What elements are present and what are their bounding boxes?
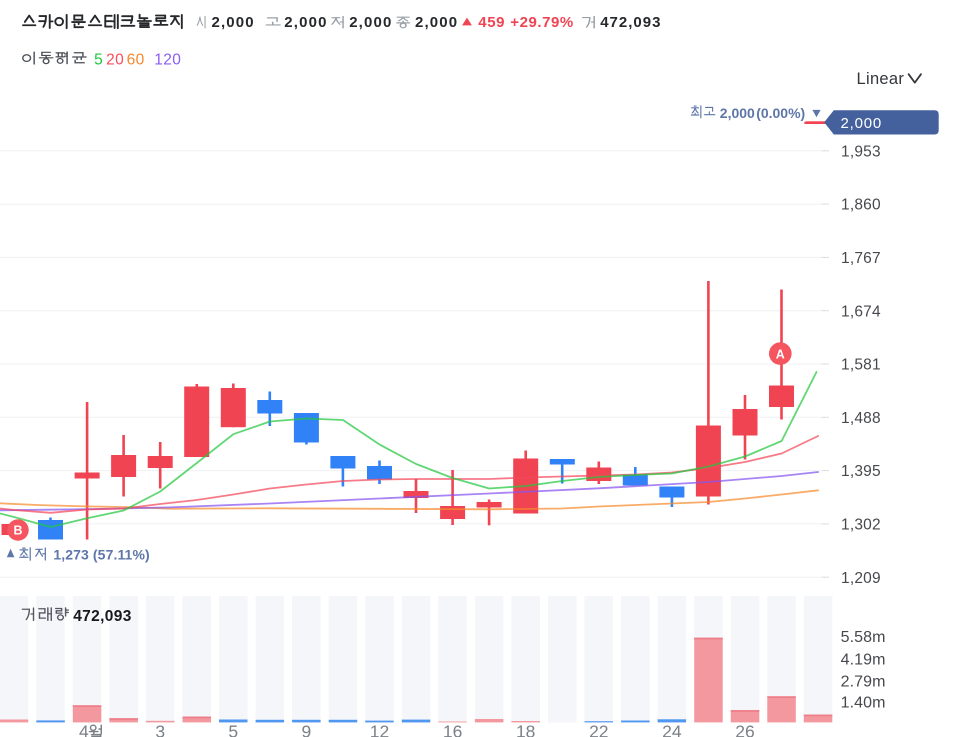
svg-text:1,395: 1,395 xyxy=(841,463,881,480)
svg-text:Linear: Linear xyxy=(857,70,905,88)
svg-text:2,000: 2,000 xyxy=(720,105,755,121)
svg-text:18: 18 xyxy=(516,721,535,737)
svg-text:2,000: 2,000 xyxy=(415,14,458,31)
svg-text:4: 4 xyxy=(79,721,89,737)
svg-text:2,000: 2,000 xyxy=(284,14,327,31)
svg-text:1,953: 1,953 xyxy=(841,143,881,160)
svg-text:5.58m: 5.58m xyxy=(841,629,886,646)
svg-text:1,209: 1,209 xyxy=(841,570,881,587)
svg-text:3: 3 xyxy=(155,721,165,737)
svg-text:B: B xyxy=(13,524,22,538)
svg-text:60: 60 xyxy=(127,52,145,69)
svg-text:2,000: 2,000 xyxy=(212,14,255,31)
svg-text:1.40m: 1.40m xyxy=(841,695,886,712)
svg-text:4.19m: 4.19m xyxy=(841,651,886,668)
svg-text:5: 5 xyxy=(94,52,103,69)
svg-text:1,860: 1,860 xyxy=(841,197,881,214)
svg-text:2.79m: 2.79m xyxy=(841,673,886,690)
svg-text:1,581: 1,581 xyxy=(841,357,881,374)
svg-text:472,093: 472,093 xyxy=(600,14,661,31)
svg-text:1,488: 1,488 xyxy=(841,410,881,427)
svg-text:12: 12 xyxy=(370,721,389,737)
svg-text:1,767: 1,767 xyxy=(841,250,881,267)
svg-text:1,302: 1,302 xyxy=(841,517,881,534)
svg-text:16: 16 xyxy=(443,721,462,737)
svg-text:24: 24 xyxy=(662,721,682,737)
svg-text:22: 22 xyxy=(589,721,608,737)
svg-text:(0.00%): (0.00%) xyxy=(756,105,805,121)
svg-text:1,674: 1,674 xyxy=(841,303,881,320)
svg-text:120: 120 xyxy=(154,52,181,69)
svg-text:459: 459 xyxy=(478,14,505,31)
svg-text:20: 20 xyxy=(106,52,124,69)
svg-text:1,273 (57.11%): 1,273 (57.11%) xyxy=(53,546,149,562)
svg-text:26: 26 xyxy=(735,721,754,737)
svg-text:5: 5 xyxy=(228,721,238,737)
svg-text:2,000: 2,000 xyxy=(349,14,392,31)
svg-text:+29.79%: +29.79% xyxy=(510,14,573,31)
svg-text:2,000: 2,000 xyxy=(841,115,883,132)
svg-text:9: 9 xyxy=(302,721,312,737)
svg-text:472,093: 472,093 xyxy=(73,608,132,625)
svg-text:A: A xyxy=(776,347,785,361)
